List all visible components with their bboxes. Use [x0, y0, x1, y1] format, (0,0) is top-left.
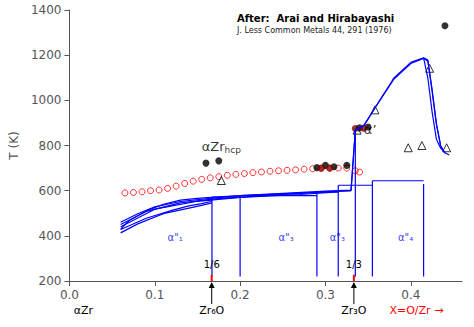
svg-text:T (K): T (K): [7, 131, 21, 160]
svg-text:200: 200: [39, 274, 62, 288]
svg-text:1/6: 1/6: [204, 259, 220, 270]
svg-text:Zr₃O: Zr₃O: [341, 304, 366, 317]
svg-text:600: 600: [39, 184, 62, 198]
svg-text:X=O/Zr →: X=O/Zr →: [389, 304, 443, 317]
svg-text:800: 800: [39, 139, 62, 153]
svg-text:α’: α’: [364, 122, 377, 137]
svg-text:α"₃: α"₃: [279, 232, 294, 243]
svg-text:J. Less Common Metals 44, 291: J. Less Common Metals 44, 291 (1976): [236, 26, 392, 35]
svg-text:α"₁: α"₁: [168, 232, 183, 243]
svg-text:1/3: 1/3: [346, 259, 362, 270]
svg-text:1400: 1400: [31, 3, 62, 17]
svg-text:0.0: 0.0: [60, 288, 79, 302]
svg-text:0.3: 0.3: [316, 288, 335, 302]
svg-text:Zr₆O: Zr₆O: [199, 304, 224, 317]
svg-text:0.1: 0.1: [145, 288, 164, 302]
svg-text:αZr: αZr: [74, 304, 94, 317]
svg-text:α"₄: α"₄: [398, 232, 413, 243]
svg-text:0.4: 0.4: [401, 288, 420, 302]
svg-text:1200: 1200: [31, 48, 62, 62]
svg-text:hcp: hcp: [225, 145, 242, 155]
svg-text:αZr: αZr: [202, 139, 225, 154]
svg-text:0.2: 0.2: [231, 288, 250, 302]
svg-text:α"₃: α"₃: [330, 232, 345, 243]
svg-text:1000: 1000: [31, 93, 62, 107]
svg-text:After: Arai and Hirabayashi: After: Arai and Hirabayashi: [237, 13, 394, 24]
svg-text:400: 400: [39, 229, 62, 243]
